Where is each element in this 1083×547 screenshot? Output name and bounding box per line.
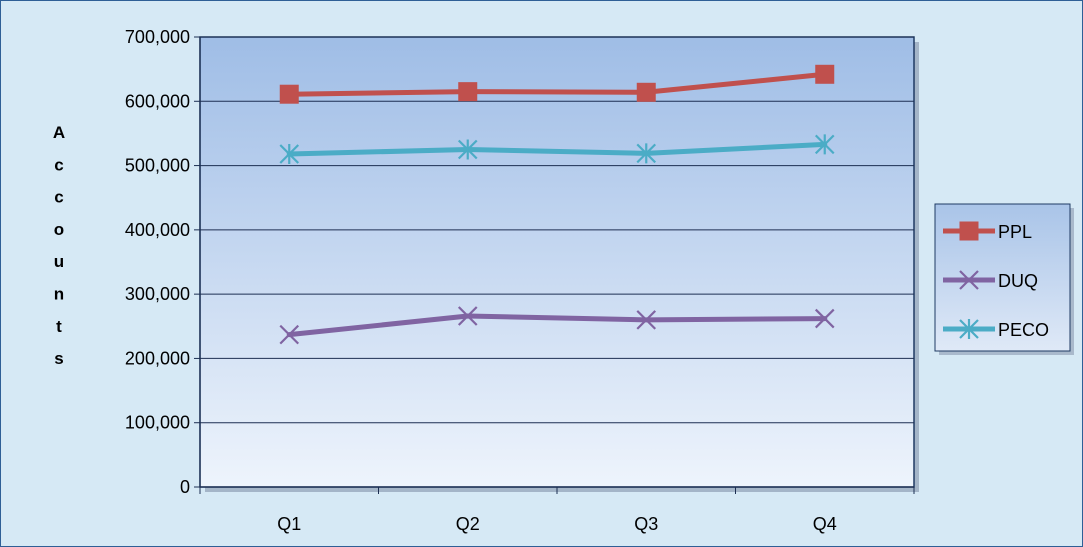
plot-area	[199, 36, 915, 488]
data-point-duq	[279, 324, 300, 345]
y-tick-label: 500,000	[125, 156, 190, 176]
y-axis-label-letter: t	[56, 317, 62, 336]
y-tick-label: 600,000	[125, 91, 190, 111]
x-tick-label: Q2	[456, 514, 480, 534]
legend-marker-ppl	[959, 221, 979, 241]
marker-stroke	[636, 310, 657, 330]
y-tick-label: 100,000	[125, 413, 190, 433]
y-axis-label-letter: o	[54, 220, 64, 239]
marker-stroke	[457, 306, 478, 326]
x-tick-label: Q1	[277, 514, 301, 534]
y-axis-label-letter: A	[53, 123, 65, 142]
marker-stroke	[279, 324, 300, 345]
x-tick-label: Q4	[813, 514, 837, 534]
y-tick-label: 0	[180, 477, 190, 497]
legend-marker-peco	[959, 319, 979, 339]
legend-label-peco: PECO	[998, 320, 1049, 340]
y-axis-label-letter: c	[54, 155, 63, 174]
y-axis-label-letter: c	[54, 188, 63, 207]
data-point-ppl	[815, 64, 835, 84]
data-point-peco	[814, 134, 835, 155]
marker-stroke	[959, 270, 979, 290]
data-point-ppl	[636, 82, 656, 102]
data-point-duq	[636, 310, 657, 330]
series-line-ppl	[286, 71, 828, 97]
y-axis-label-letter: u	[54, 252, 64, 271]
data-point-duq	[814, 308, 835, 329]
x-tick-label: Q3	[634, 514, 658, 534]
legend-marker-duq	[959, 270, 979, 290]
y-tick-label: 400,000	[125, 220, 190, 240]
series-line-peco	[286, 141, 828, 157]
data-point-peco	[636, 143, 657, 164]
data-point-ppl	[458, 82, 478, 102]
data-point-peco	[457, 139, 478, 160]
data-point-peco	[279, 144, 300, 164]
data-point-duq	[457, 306, 478, 326]
y-axis-label-letter: s	[54, 349, 63, 368]
legend-label-duq: DUQ	[998, 271, 1038, 291]
y-tick-label: 700,000	[125, 27, 190, 47]
y-tick-label: 200,000	[125, 348, 190, 368]
series-line-duq	[286, 313, 828, 338]
legend-label-ppl: PPL	[998, 222, 1032, 242]
data-point-ppl	[279, 84, 299, 104]
marker-stroke	[814, 308, 835, 329]
y-tick-label: 300,000	[125, 284, 190, 304]
y-axis-label-letter: n	[54, 285, 64, 304]
